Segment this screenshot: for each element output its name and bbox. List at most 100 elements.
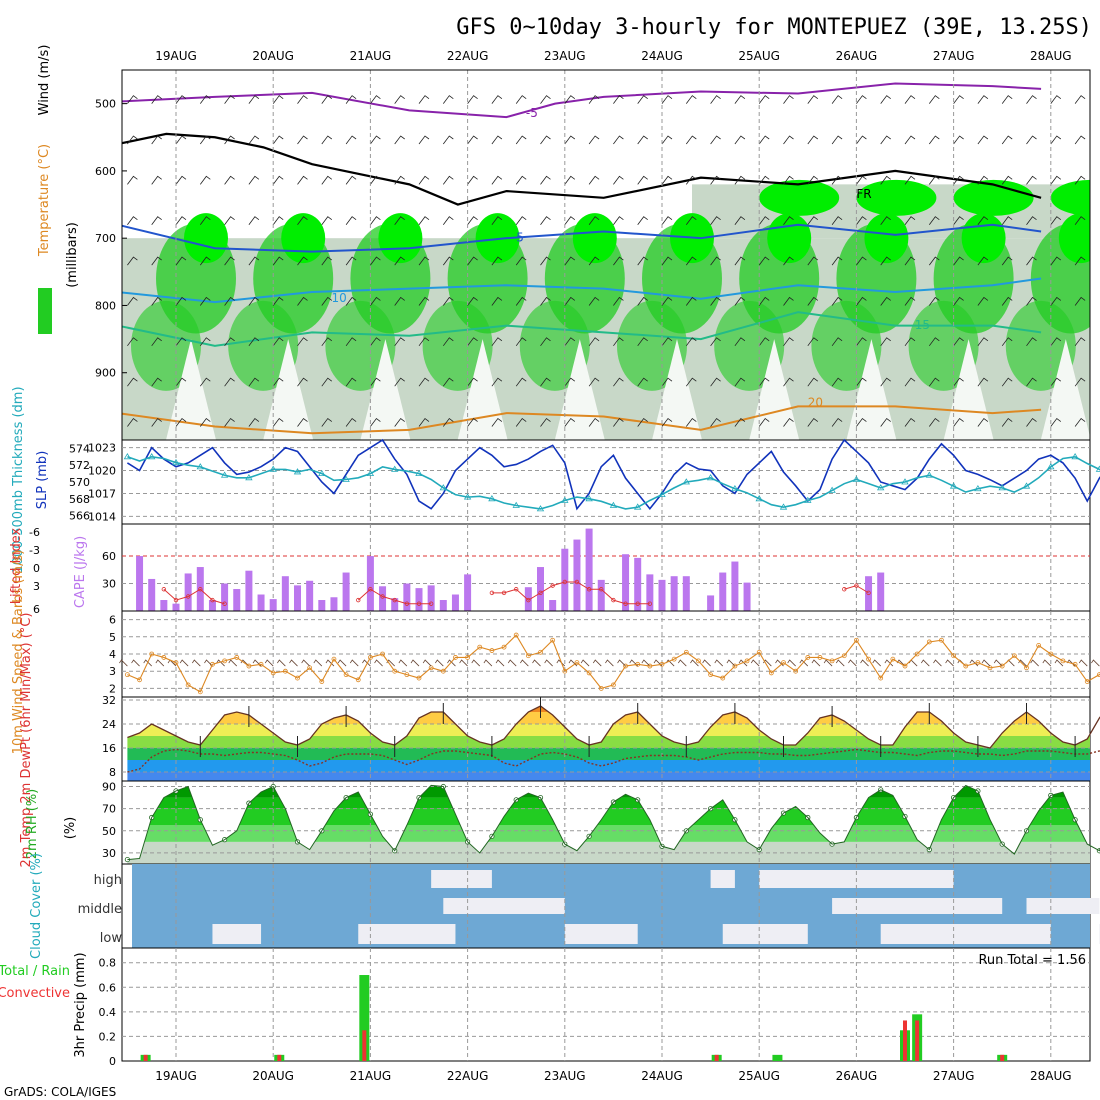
thickness-point (1071, 453, 1079, 460)
wind-barb-aloft (127, 337, 138, 347)
wind-barb-aloft (928, 216, 940, 225)
wind-barb-aloft (1050, 417, 1062, 427)
cloud-patch-high (710, 870, 735, 888)
wind-barb-aloft (418, 296, 430, 306)
wind-barb-aloft (1074, 216, 1086, 225)
thickness-point (220, 471, 229, 478)
thickness-point (463, 493, 472, 500)
wind-barb-aloft (831, 417, 843, 427)
wind-barb-aloft (807, 296, 819, 306)
wind-barb-aloft (710, 175, 721, 185)
wind-barb-aloft (783, 417, 794, 427)
wind-barb-aloft (831, 95, 843, 104)
cape-bar (549, 600, 557, 611)
wind-barb-aloft (370, 175, 381, 185)
rh-dry-spike (652, 339, 702, 440)
wind-barb-aloft (442, 175, 454, 185)
thickness-point (633, 503, 642, 510)
wind-barb-aloft (418, 256, 430, 266)
wind-barb-aloft (515, 216, 527, 225)
cape-bar (148, 578, 156, 611)
wind-point (574, 660, 580, 665)
wind-barb-aloft (880, 216, 891, 225)
wind-barb-aloft (661, 135, 673, 145)
wind-barb-aloft (1074, 175, 1086, 185)
wind-point (319, 679, 325, 684)
date-label-bottom: 20AUG (252, 1069, 294, 1083)
lifted-tick: 3 (33, 580, 40, 593)
wind-point (671, 656, 677, 662)
thickness-tick: 574 (69, 442, 90, 455)
wind-barb-aloft (175, 135, 187, 145)
cape-bar (233, 589, 241, 611)
thickness-point (123, 453, 132, 460)
wind-barb (653, 659, 663, 667)
wind-barb-aloft (467, 417, 478, 427)
cape-bar (622, 554, 630, 611)
wind-point (1084, 679, 1090, 684)
date-label-bottom: 24AUG (641, 1069, 683, 1083)
wind-barb-aloft (224, 135, 235, 145)
lifted-point (538, 590, 543, 596)
wind-barb (1054, 659, 1064, 667)
wind-barb-aloft (224, 216, 235, 225)
thickness-point (925, 471, 934, 478)
wind-barb-aloft (394, 256, 405, 266)
wind-barb-aloft (564, 296, 576, 306)
cape-bar (439, 600, 447, 611)
thickness-point (245, 474, 253, 481)
slp-tick: 1023 (88, 442, 116, 455)
wind-barb-aloft (199, 296, 211, 306)
wind-barb (835, 659, 845, 667)
rh-unit-label: (%) (63, 817, 78, 840)
rh-moist-cell (811, 300, 882, 391)
precip-total-bar (772, 1054, 783, 1061)
wind-barb-aloft (685, 377, 697, 387)
cape-bar (160, 600, 168, 611)
thickness-axis-label-part: 1000-500mb Thickness (dm) (11, 386, 26, 573)
wind-barb-aloft (734, 296, 746, 306)
wind-barb-aloft (953, 256, 964, 266)
lifted-point (550, 583, 555, 588)
wind-barb-aloft (272, 256, 284, 266)
wind-barb-aloft (467, 296, 478, 306)
wind-barb-aloft (1074, 296, 1086, 306)
cape-bar (451, 594, 459, 611)
rh-saturated-cell (856, 179, 937, 216)
wind-barb-aloft (685, 95, 697, 104)
wind-barb-aloft (151, 175, 162, 185)
wind-barb-aloft (758, 95, 770, 104)
cape-bar (172, 603, 180, 611)
wind-barb-aloft (685, 256, 697, 266)
temperature-series (127, 705, 1100, 749)
wind-barb-aloft (953, 216, 964, 225)
cape-bar (281, 576, 289, 611)
cloud-axis-label: Cloud Cover (%) (29, 853, 44, 959)
wind-barb-aloft (783, 377, 794, 387)
wind-barb-aloft (613, 377, 624, 387)
wind-barb (191, 659, 201, 667)
wind-barb-aloft (127, 95, 138, 104)
wind-barb-aloft (272, 95, 284, 104)
date-label-bottom: 26AUG (836, 1069, 878, 1083)
wind-barb-aloft (977, 175, 989, 185)
wind-barb-aloft (491, 377, 503, 387)
wind-barb-aloft (491, 216, 503, 225)
wind-barb-aloft (710, 337, 721, 347)
wind-barb-aloft (856, 417, 867, 427)
thickness-point (755, 495, 763, 502)
lifted-tick: 0 (33, 562, 40, 575)
wind-barb (1091, 659, 1100, 667)
wind-barb (617, 659, 626, 667)
thickness-point (1022, 482, 1031, 489)
wind-barb-aloft (758, 296, 770, 306)
cape-bar (415, 588, 423, 611)
wind-barb (143, 659, 152, 667)
thickness-point (585, 495, 593, 502)
date-label-bottom: 23AUG (544, 1069, 586, 1083)
wind-barb-aloft (467, 216, 478, 225)
cape-bar (719, 572, 727, 611)
wind-barb-aloft (928, 417, 940, 427)
wind-barb (714, 659, 724, 667)
wind-barb-aloft (856, 216, 867, 225)
